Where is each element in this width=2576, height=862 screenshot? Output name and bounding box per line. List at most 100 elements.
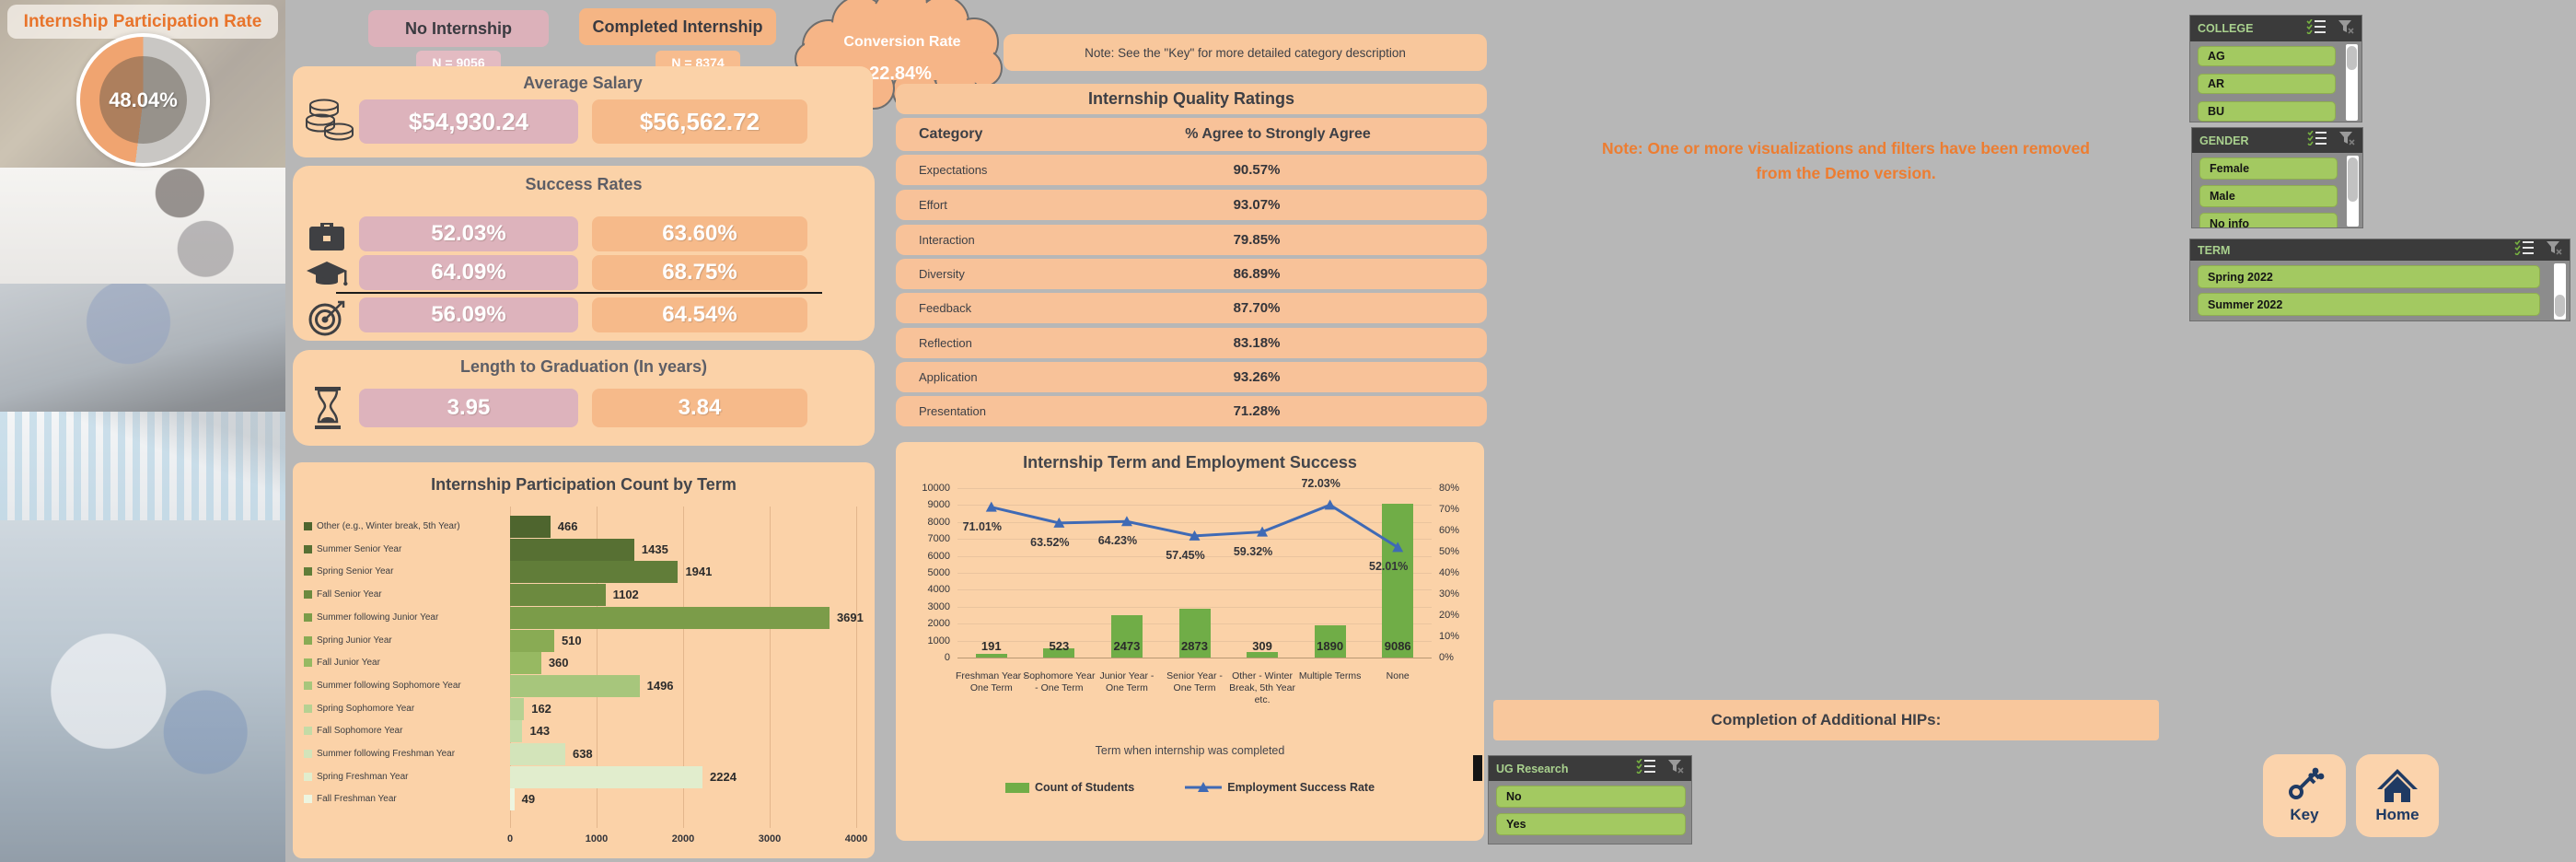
bar-category-label: Fall Senior Year <box>304 589 506 600</box>
multi-select-icon[interactable] <box>2514 239 2535 260</box>
bar-category-label: Spring Freshman Year <box>304 772 506 782</box>
slicer-scroll-thumb[interactable] <box>2347 46 2357 70</box>
bar-category-label: Fall Junior Year <box>304 658 506 668</box>
bar-value-label: 2224 <box>710 769 737 784</box>
quality-row-category: Reflection <box>919 336 972 350</box>
slicer-item-no-info[interactable]: No info <box>2199 213 2338 227</box>
bar <box>510 629 554 652</box>
quality-row-category: Application <box>919 370 978 384</box>
success-yes-value: 64.54% <box>592 297 807 332</box>
slicer-college: COLLEGE AG AR BU <box>2189 15 2362 122</box>
bar-category-text: Summer Senior Year <box>317 543 402 554</box>
clear-filter-icon[interactable] <box>2338 131 2355 150</box>
right-axis-tick: 30% <box>1439 588 1460 600</box>
clear-filter-icon[interactable] <box>2546 240 2562 260</box>
key-icon <box>2289 767 2325 799</box>
quality-row: Interaction 79.85% <box>896 225 1487 255</box>
slicer-item-summer-2022[interactable]: Summer 2022 <box>2198 293 2540 316</box>
bar-value-label: 143 <box>529 724 551 739</box>
right-axis-tick: 50% <box>1439 546 1460 557</box>
left-axis-tick: 0 <box>944 652 950 663</box>
count-label: 2873 <box>1181 639 1208 653</box>
rate-label: 59.32% <box>1233 544 1273 558</box>
count-bar <box>1043 648 1075 658</box>
slicer-item-yes[interactable]: Yes <box>1496 813 1686 835</box>
slicer-scroll-thumb[interactable] <box>2555 295 2565 317</box>
scroll-tab[interactable] <box>1473 755 1482 781</box>
key-note-bar: Note: See the "Key" for more detailed ca… <box>1004 34 1487 71</box>
quality-row-value: 93.07% <box>1233 197 1281 213</box>
bar-category-label: Summer following Junior Year <box>304 612 506 623</box>
bar-value-label: 3691 <box>836 610 864 624</box>
participation-donut-chart: 48.04% <box>76 33 210 167</box>
quality-row: Diversity 86.89% <box>896 259 1487 289</box>
bar-value-label: 638 <box>572 747 593 761</box>
quality-row-category: Expectations <box>919 163 988 177</box>
bar-category-label: Summer Senior Year <box>304 544 506 554</box>
term-chart-legend: Count of Students Employment Success Rat… <box>896 781 1484 794</box>
left-axis-tick: 1000 <box>927 635 950 646</box>
multi-select-icon[interactable] <box>2306 18 2327 39</box>
target-icon <box>307 300 348 342</box>
home-button[interactable]: Home <box>2356 754 2439 837</box>
quality-row-category: Presentation <box>919 404 986 418</box>
slicer-scrollbar[interactable] <box>2346 44 2358 121</box>
bar-value-label: 49 <box>521 792 536 807</box>
slicer-header-icons <box>1636 758 1684 778</box>
legend-bar-swatch <box>1004 782 1029 793</box>
right-axis-tick: 70% <box>1439 504 1460 515</box>
slicer-item-bu[interactable]: BU <box>2198 101 2336 122</box>
bar <box>510 743 565 765</box>
multi-select-icon[interactable] <box>1636 758 1656 778</box>
slicer-item-spring-2022[interactable]: Spring 2022 <box>2198 265 2540 288</box>
bar <box>510 652 541 675</box>
slicer-item-ag[interactable]: AG <box>2198 46 2336 66</box>
salary-no-internship-value: $54,930.24 <box>359 99 578 144</box>
success-no-value: 56.09% <box>359 297 578 332</box>
slicer-scrollbar[interactable] <box>2554 263 2566 320</box>
slicer-title-college: COLLEGE <box>2198 22 2254 35</box>
bar-value-label: 466 <box>557 519 578 533</box>
slicer-body-college: AG AR BU <box>2190 41 2361 122</box>
success-rates-title: Success Rates <box>525 175 643 193</box>
slicer-scrollbar[interactable] <box>2347 156 2359 227</box>
multi-select-icon[interactable] <box>2307 130 2327 150</box>
slicer-item-female[interactable]: Female <box>2199 157 2338 180</box>
slicer-scroll-thumb[interactable] <box>2348 157 2358 202</box>
slicer-item-no[interactable]: No <box>1496 786 1686 808</box>
left-axis-tick: 3000 <box>927 600 950 612</box>
slicer-header-college: COLLEGE <box>2190 16 2361 41</box>
term-category-label: Sophomore Year - One Term <box>1023 670 1096 694</box>
photo-office-woman <box>0 168 285 284</box>
term-category-label: Senior Year - One Term <box>1166 670 1223 694</box>
clear-filter-icon[interactable] <box>2338 19 2354 39</box>
slicer-item-male[interactable]: Male <box>2199 185 2338 207</box>
photo-car-mechanic <box>0 284 285 412</box>
bar-category-text: Fall Senior Year <box>317 589 382 600</box>
count-label: 1890 <box>1317 639 1344 653</box>
slicer-header-gender: GENDER <box>2192 128 2362 153</box>
legend-swatch <box>304 750 312 758</box>
quality-row-value: 79.85% <box>1233 232 1281 248</box>
quality-header-value: % Agree to Strongly Agree <box>1185 126 1371 142</box>
right-axis-tick: 20% <box>1439 610 1460 621</box>
quality-row-category: Diversity <box>919 267 965 281</box>
legend-swatch <box>304 612 312 622</box>
count-label: 2473 <box>1113 639 1141 653</box>
hips-title-bar: Completion of Additional HIPs: <box>1493 700 2159 740</box>
rate-label: 52.01% <box>1369 560 1409 574</box>
y-gridline <box>957 589 1432 591</box>
clear-filter-icon[interactable] <box>1667 759 1684 778</box>
bar <box>510 765 703 788</box>
bar <box>510 697 525 720</box>
key-button[interactable]: Key <box>2263 754 2346 837</box>
bar-category-label: Fall Freshman Year <box>304 794 506 804</box>
slicer-header-icons <box>2514 239 2562 260</box>
term-category-label: Junior Year - One Term <box>1099 670 1155 694</box>
term-category-label: Freshman Year - One Term <box>955 670 1027 694</box>
grad-length-yes-value: 3.84 <box>592 389 807 427</box>
bar <box>510 561 679 584</box>
left-axis-tick: 7000 <box>927 533 950 545</box>
count-label: 191 <box>981 639 1002 653</box>
slicer-item-ar[interactable]: AR <box>2198 74 2336 94</box>
